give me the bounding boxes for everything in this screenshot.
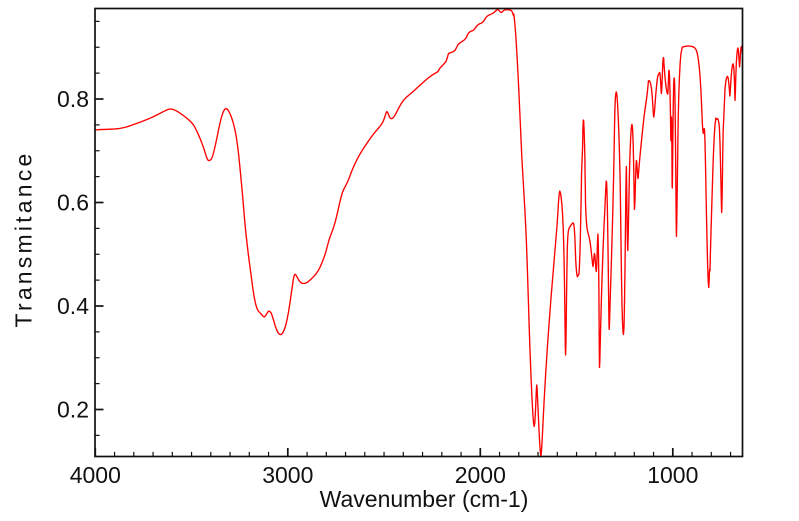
svg-text:0.6: 0.6 xyxy=(57,190,89,216)
svg-text:2000: 2000 xyxy=(455,462,506,488)
svg-text:3000: 3000 xyxy=(262,462,313,488)
svg-text:Transmitance: Transmitance xyxy=(11,151,37,328)
svg-text:0.2: 0.2 xyxy=(57,397,89,423)
svg-text:4000: 4000 xyxy=(70,462,121,488)
svg-text:0.8: 0.8 xyxy=(57,86,89,112)
svg-text:Wavenumber (cm-1): Wavenumber (cm-1) xyxy=(320,486,529,512)
svg-text:0.4: 0.4 xyxy=(57,293,89,319)
svg-text:1000: 1000 xyxy=(647,462,698,488)
